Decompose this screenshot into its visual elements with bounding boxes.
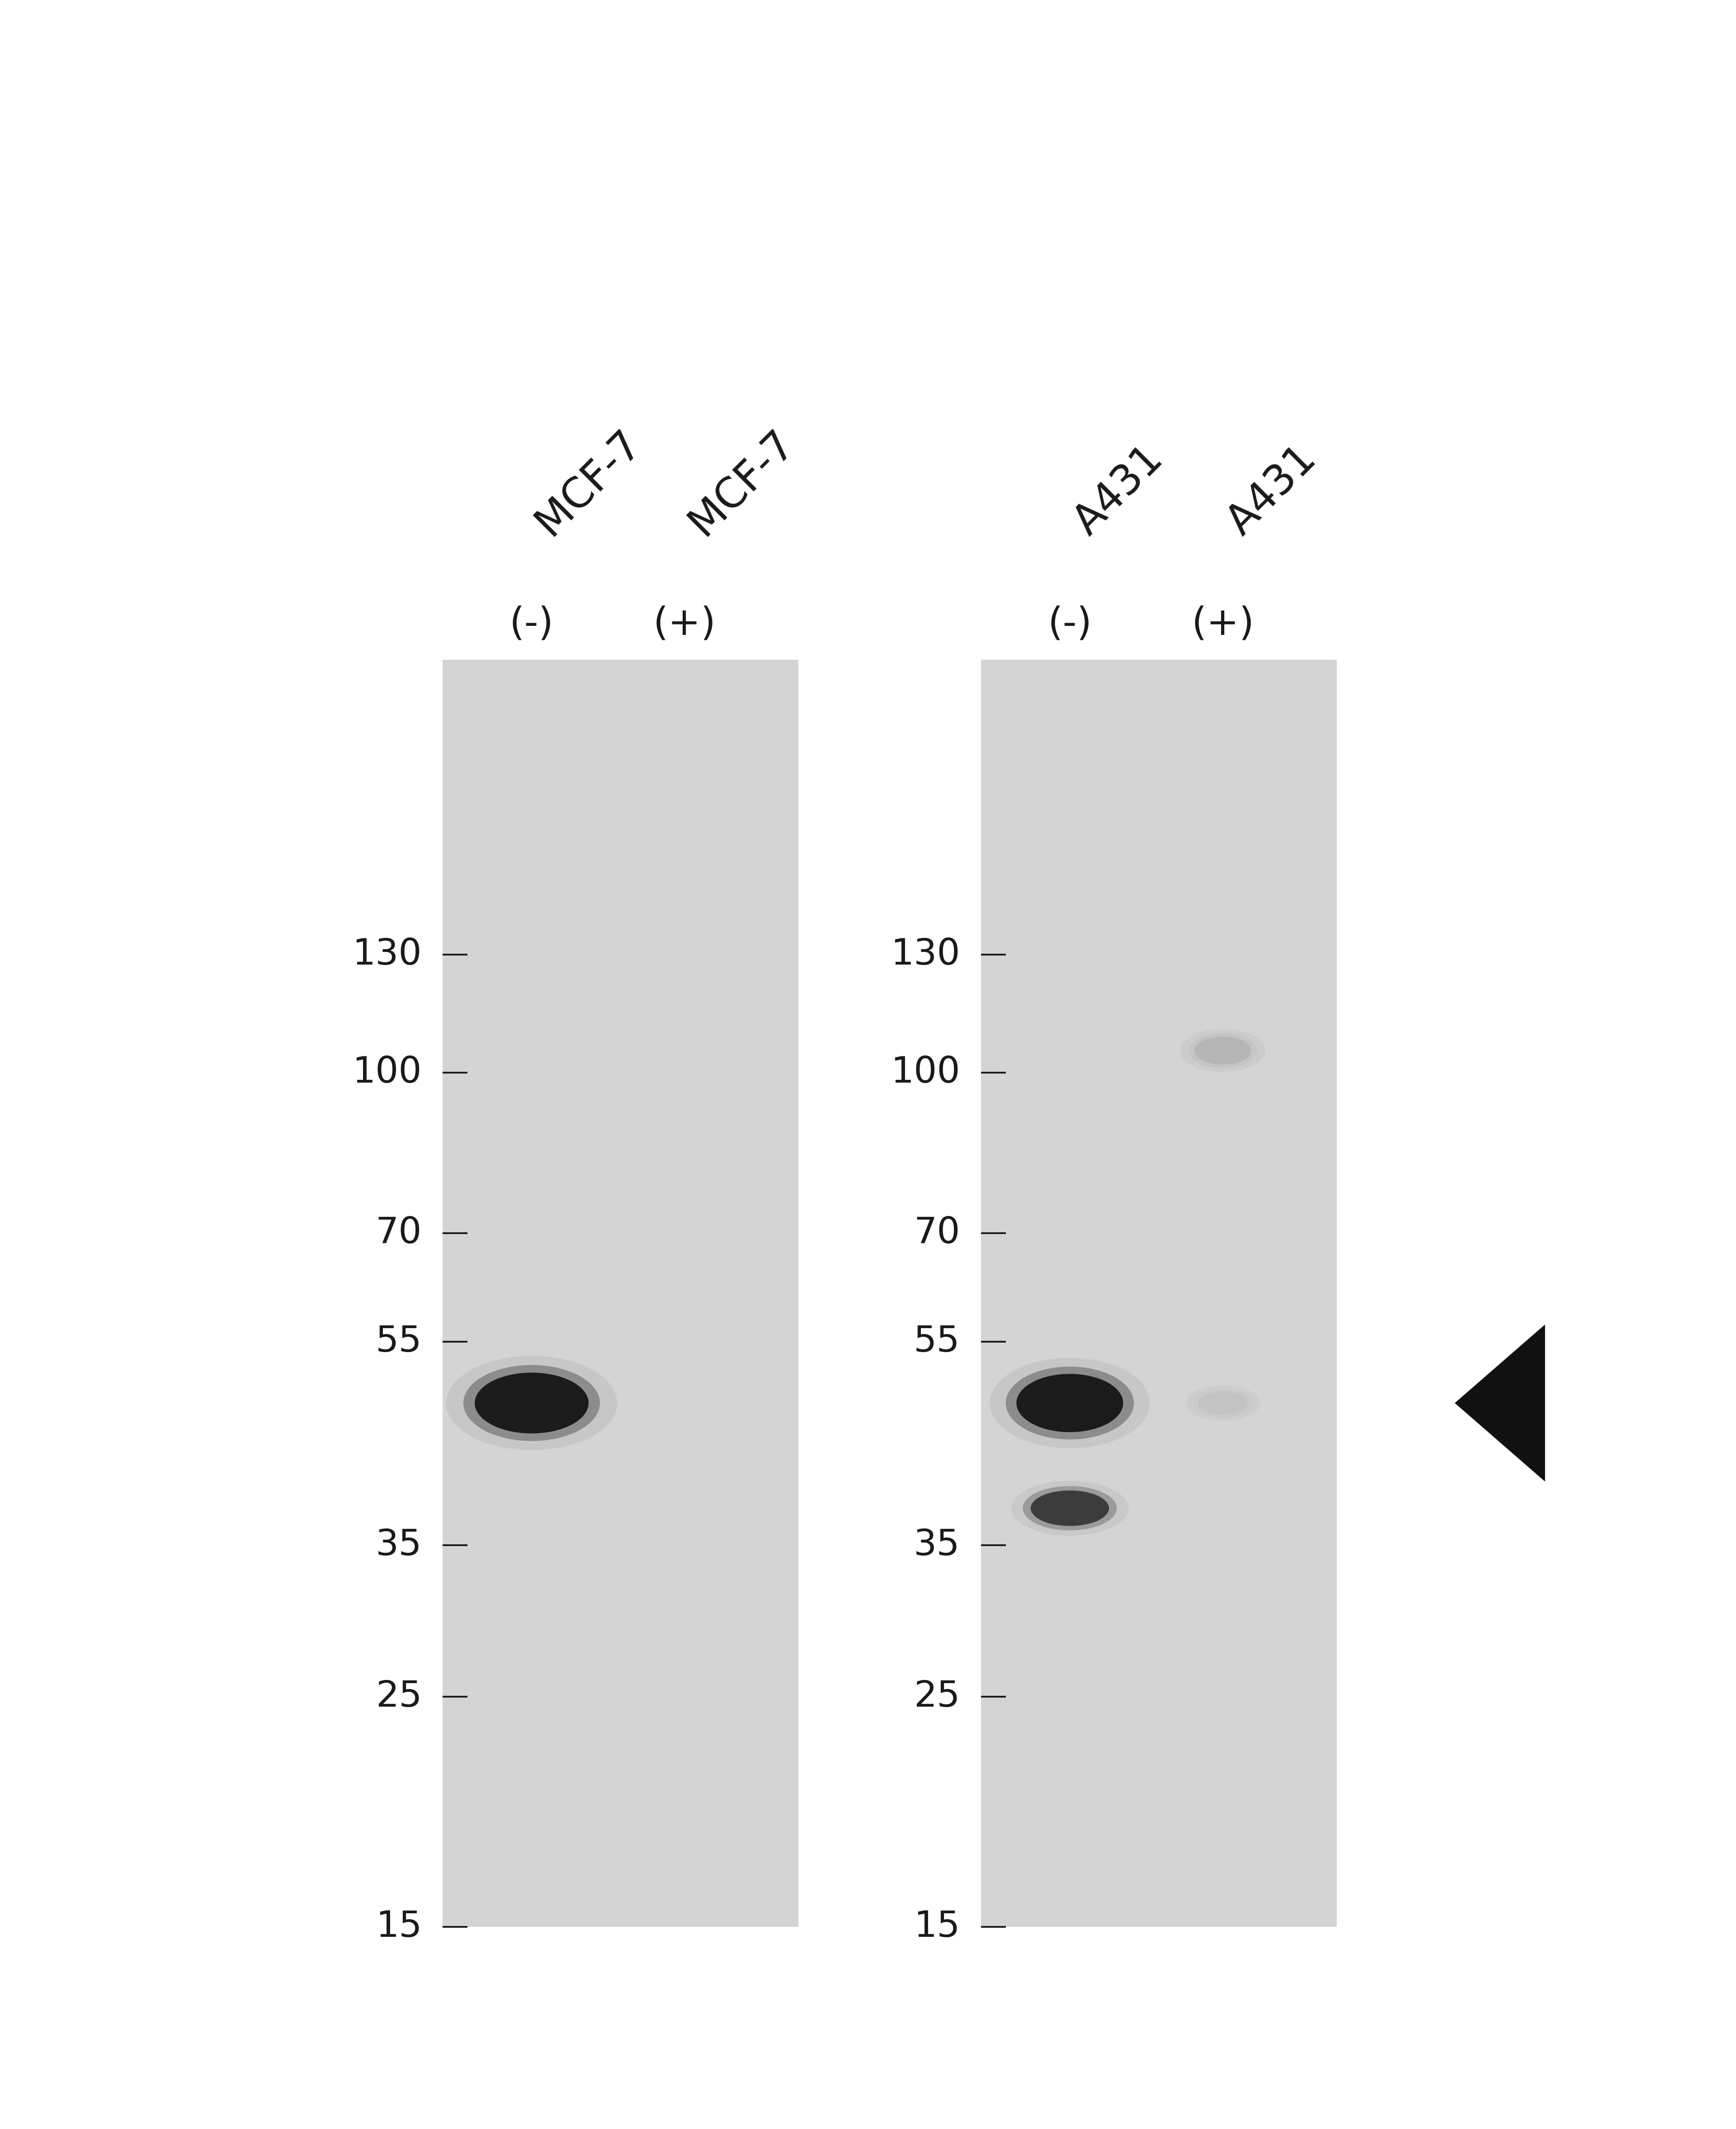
Text: 55: 55 [913, 1324, 960, 1360]
Text: 55: 55 [375, 1324, 422, 1360]
Text: 35: 35 [375, 1529, 422, 1563]
Text: MCF-7: MCF-7 [681, 422, 802, 543]
Ellipse shape [446, 1356, 616, 1450]
Text: (-): (-) [1047, 605, 1092, 643]
Bar [443, 660, 799, 1927]
Ellipse shape [1005, 1367, 1134, 1439]
Ellipse shape [1198, 1392, 1248, 1414]
Text: 70: 70 [375, 1216, 422, 1250]
Text: (+): (+) [1191, 605, 1255, 643]
Ellipse shape [1189, 1033, 1257, 1069]
Text: MCF-7: MCF-7 [528, 422, 649, 543]
Text: 100: 100 [352, 1054, 422, 1090]
Text: 130: 130 [891, 937, 960, 973]
Ellipse shape [1031, 1490, 1109, 1526]
Text: 100: 100 [891, 1054, 960, 1090]
Ellipse shape [1186, 1386, 1260, 1420]
Polygon shape [1455, 1324, 1545, 1482]
Ellipse shape [1180, 1028, 1266, 1073]
Text: 35: 35 [913, 1529, 960, 1563]
Text: (-): (-) [509, 605, 554, 643]
Text: 130: 130 [352, 937, 422, 973]
Ellipse shape [464, 1365, 601, 1441]
Text: 25: 25 [375, 1680, 422, 1714]
Text: (+): (+) [653, 605, 717, 643]
Ellipse shape [990, 1358, 1149, 1448]
Text: 25: 25 [913, 1680, 960, 1714]
Text: 15: 15 [375, 1910, 422, 1944]
Text: 70: 70 [913, 1216, 960, 1250]
Bar [981, 660, 1337, 1927]
Text: A431: A431 [1219, 439, 1325, 543]
Text: 15: 15 [913, 1910, 960, 1944]
Ellipse shape [1016, 1373, 1123, 1433]
Ellipse shape [1010, 1482, 1128, 1535]
Ellipse shape [1193, 1388, 1253, 1418]
Ellipse shape [474, 1373, 589, 1433]
Ellipse shape [1023, 1486, 1116, 1531]
Ellipse shape [1194, 1037, 1252, 1064]
Text: A431: A431 [1066, 439, 1172, 543]
